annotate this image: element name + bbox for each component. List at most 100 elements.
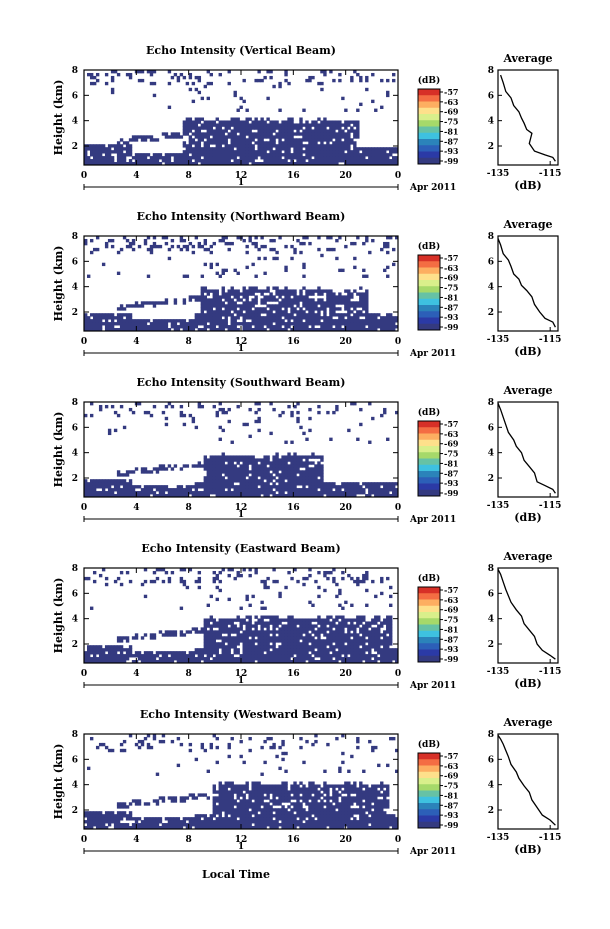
echo-cell	[227, 289, 231, 293]
echo-cell	[377, 645, 381, 649]
echo-cell	[344, 120, 348, 124]
echo-cell	[362, 304, 366, 308]
echo-cell	[173, 494, 178, 498]
echo-cell	[266, 141, 270, 145]
echo-cell	[272, 630, 276, 634]
echo-cell	[215, 636, 219, 640]
echo-cell	[326, 247, 330, 252]
echo-cell	[275, 654, 279, 658]
echo-cell	[350, 618, 354, 622]
echo-cell	[374, 313, 378, 317]
y-axis-label: Height (km)	[52, 80, 65, 156]
echo-cell	[299, 316, 303, 320]
echo-cell	[317, 289, 321, 293]
echo-cell	[230, 286, 234, 290]
echo-cell	[269, 488, 273, 492]
echo-cell	[260, 630, 264, 634]
echo-cell	[272, 464, 276, 468]
echo-cell	[89, 485, 94, 489]
echo-cell	[380, 147, 384, 151]
echo-cell	[338, 642, 342, 646]
echo-cell	[170, 75, 175, 80]
echo-cell	[296, 618, 300, 622]
echo-cell	[332, 651, 336, 655]
echo-cell	[227, 645, 231, 649]
echo-cell	[179, 162, 184, 166]
echo-cell	[152, 636, 157, 640]
echo-cell	[125, 570, 130, 575]
echo-cell	[392, 325, 396, 329]
echo-cell	[347, 159, 351, 163]
echo-cell	[269, 247, 273, 252]
echo-cell	[230, 624, 234, 628]
echo-cell	[125, 491, 130, 495]
echo-cell	[353, 654, 357, 658]
echo-cell	[287, 304, 291, 308]
echo-cell	[335, 126, 339, 130]
echo-cell	[347, 651, 351, 655]
echo-cell	[287, 470, 291, 474]
echo-cell	[272, 485, 276, 489]
echo-cell	[107, 322, 112, 326]
echo-cell	[281, 313, 285, 317]
echo-cell	[356, 437, 360, 441]
echo-cell	[347, 289, 351, 293]
echo-cell	[290, 651, 294, 655]
echo-cell	[290, 328, 294, 332]
echo-cell	[275, 660, 279, 664]
echo-cell	[341, 570, 345, 575]
echo-cell	[164, 823, 169, 827]
echo-cell	[167, 135, 172, 139]
echo-cell	[326, 132, 330, 136]
echo-cell	[140, 636, 145, 640]
echo-cell	[203, 645, 208, 649]
echo-cell	[320, 298, 324, 302]
echo-cell	[395, 156, 399, 160]
echo-cell	[293, 138, 297, 142]
echo-cell	[242, 660, 246, 664]
echo-cell	[317, 464, 321, 468]
echo-cell	[317, 162, 321, 166]
echo-cell	[323, 132, 327, 136]
echo-cell	[230, 153, 234, 157]
echo-cell	[227, 241, 231, 246]
echo-cell	[317, 310, 321, 314]
echo-cell	[242, 126, 246, 130]
echo-cell	[245, 126, 249, 130]
echo-cell	[167, 402, 172, 406]
echo-cell	[194, 488, 199, 492]
echo-cell	[302, 316, 306, 320]
echo-cell	[314, 141, 318, 145]
echo-cell	[161, 159, 166, 163]
echo-cell	[203, 262, 208, 267]
echo-cell	[200, 494, 205, 498]
echo-cell	[119, 645, 124, 649]
echo-cell	[302, 639, 306, 643]
echo-cell	[305, 651, 309, 655]
echo-cell	[293, 639, 297, 643]
echo-cell	[380, 642, 384, 646]
echo-cell	[272, 153, 276, 157]
echo-cell	[98, 817, 103, 821]
echo-cell	[149, 823, 154, 827]
echo-cell	[134, 467, 139, 471]
echo-cell	[209, 476, 213, 480]
echo-cell	[314, 132, 318, 136]
echo-cell	[287, 651, 291, 655]
echo-cell	[299, 636, 303, 640]
echo-cell	[320, 325, 324, 329]
colorbar-tick-label: -87	[444, 136, 458, 146]
echo-cell	[368, 491, 372, 495]
echo-cell	[248, 135, 252, 139]
echo-cell	[365, 238, 369, 243]
echo-cell	[182, 244, 187, 249]
echo-cell	[293, 473, 297, 477]
echo-cell	[218, 144, 222, 148]
echo-cell	[359, 286, 363, 290]
echo-cell	[107, 823, 112, 827]
echo-cell	[197, 126, 202, 130]
echo-cell	[188, 657, 193, 661]
echo-cell	[203, 482, 208, 486]
echo-cell	[194, 485, 199, 489]
echo-cell	[161, 494, 166, 498]
